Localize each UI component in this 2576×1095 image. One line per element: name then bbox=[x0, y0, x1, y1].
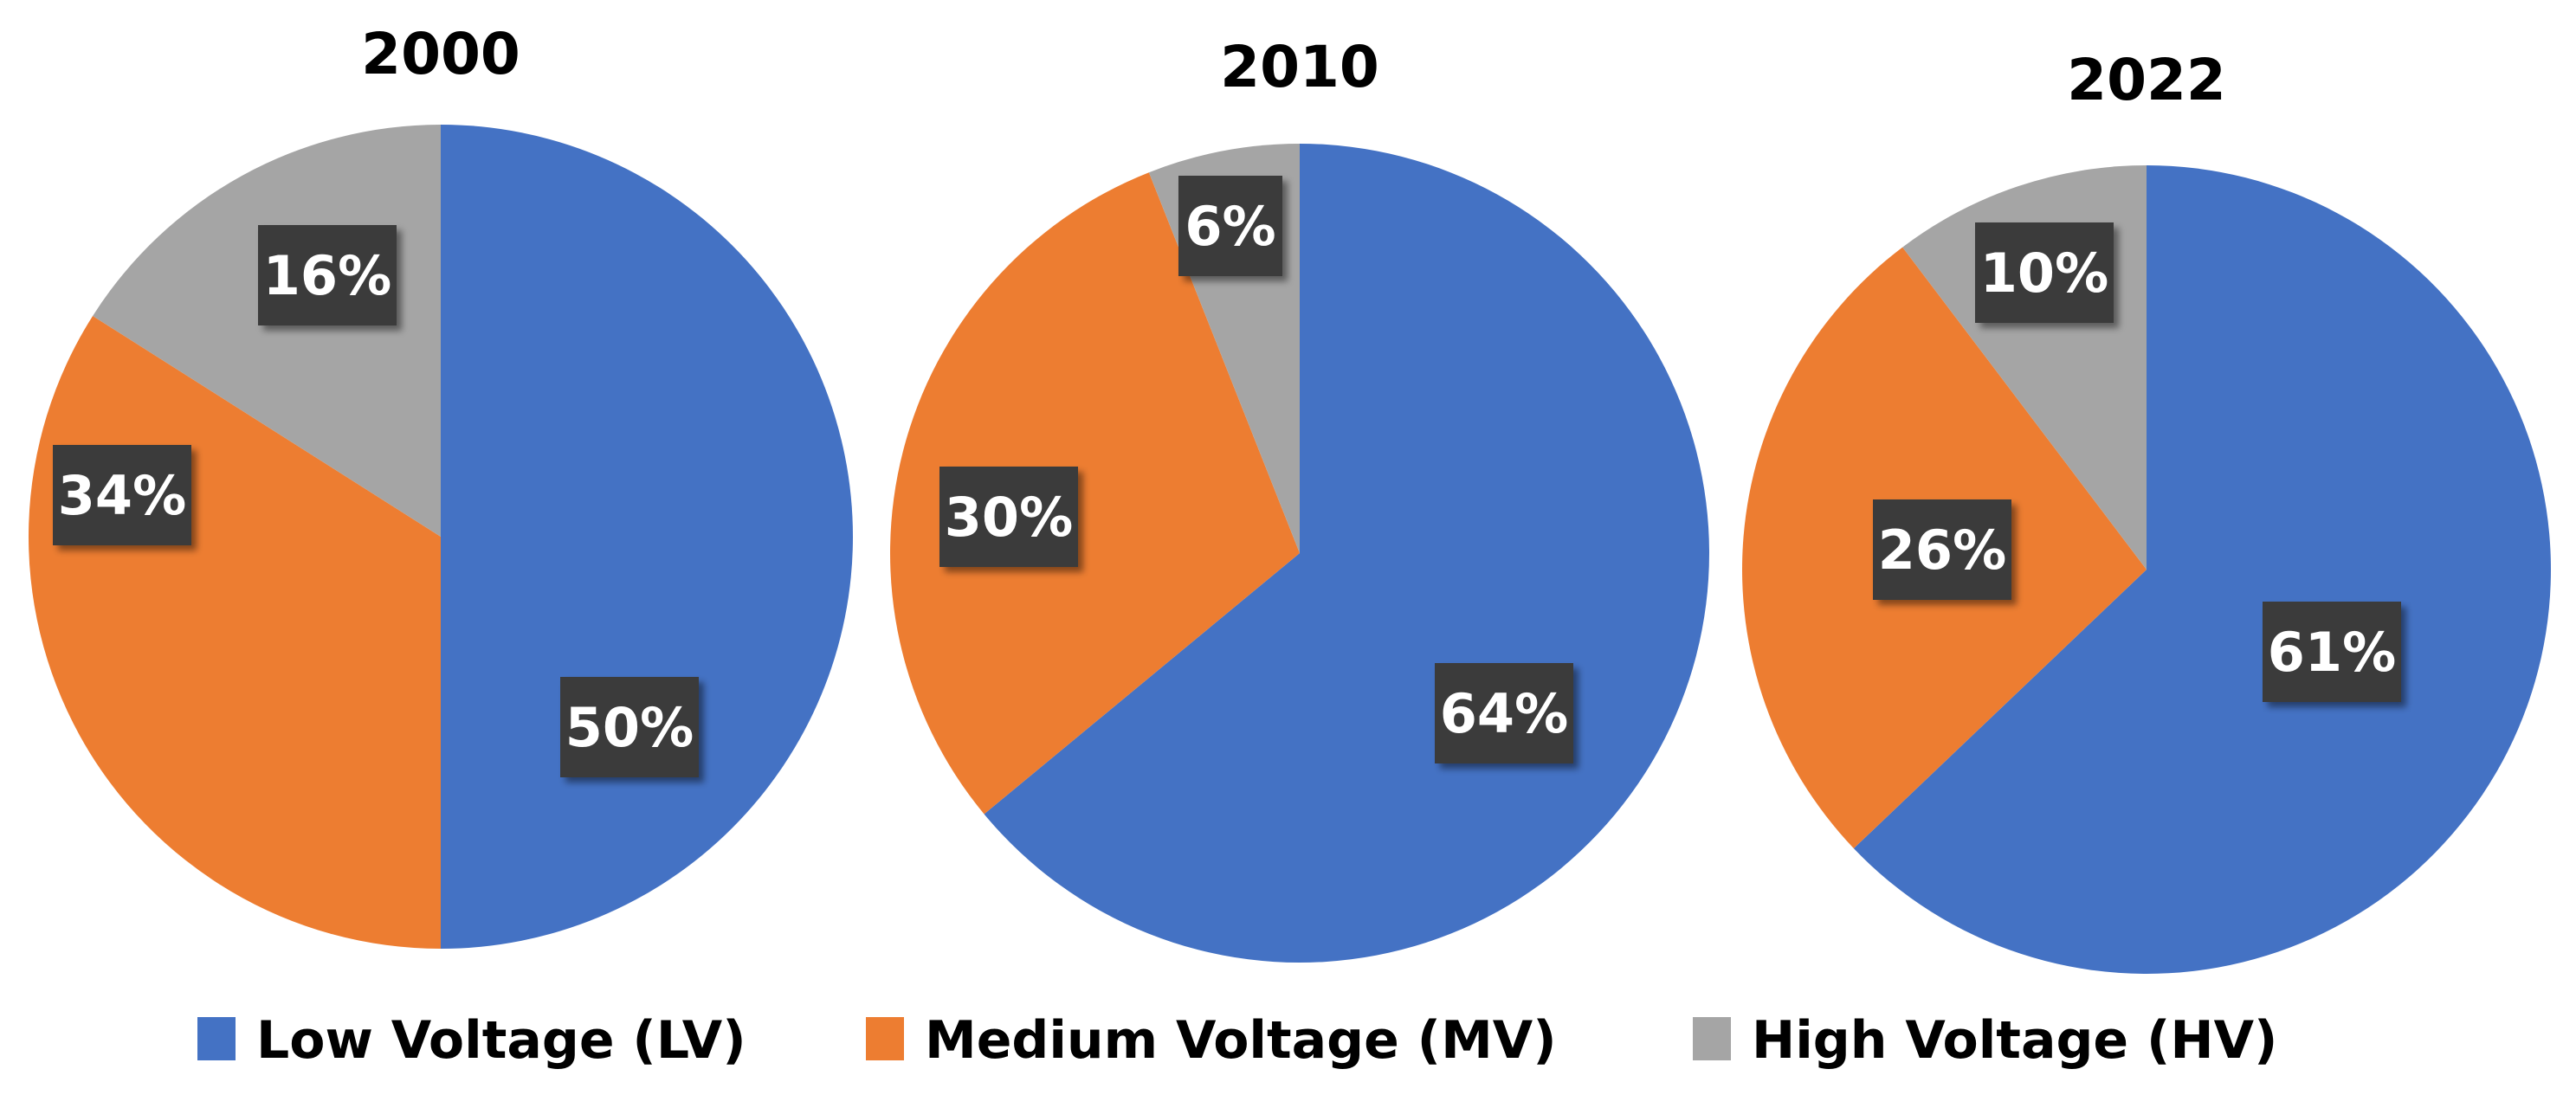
data-label: 10% bbox=[1980, 242, 2108, 305]
data-label-box bbox=[1178, 176, 1282, 276]
pie-chart-2022: 2022 61% 26% 10% bbox=[1742, 47, 2551, 974]
data-label: 50% bbox=[565, 696, 694, 759]
pie-chart-2000: 2000 50% 34% 16% bbox=[28, 21, 853, 950]
data-label-box bbox=[560, 677, 699, 777]
legend-item: Low Voltage (LV) bbox=[197, 1010, 746, 1071]
data-label: 61% bbox=[2268, 621, 2396, 684]
legend-label: Low Voltage (LV) bbox=[256, 1010, 746, 1071]
data-label-box bbox=[939, 467, 1078, 567]
data-label: 6% bbox=[1185, 195, 1275, 258]
legend-swatch bbox=[1693, 1017, 1731, 1060]
data-label-box bbox=[1435, 663, 1573, 763]
pie-title: 2010 bbox=[1220, 34, 1379, 100]
legend-item: Medium Voltage (MV) bbox=[866, 1010, 1557, 1071]
data-label-box bbox=[258, 225, 397, 325]
legend-item: High Voltage (HV) bbox=[1693, 1010, 2277, 1071]
data-label: 30% bbox=[945, 486, 1073, 549]
data-label: 34% bbox=[58, 464, 186, 527]
data-label-box bbox=[2263, 602, 2401, 702]
data-label: 64% bbox=[1440, 682, 1568, 745]
data-label-box bbox=[1873, 499, 2011, 600]
data-label-box bbox=[53, 445, 191, 545]
pie-title: 2022 bbox=[2067, 47, 2226, 113]
data-label: 16% bbox=[263, 244, 391, 307]
legend-swatch bbox=[197, 1017, 236, 1060]
legend: Low Voltage (LV) Medium Voltage (MV) High … bbox=[197, 1010, 2277, 1071]
data-label: 26% bbox=[1878, 519, 2006, 582]
pie-slice-mv bbox=[890, 172, 1300, 815]
pie-title: 2000 bbox=[361, 21, 520, 87]
pie-slice-lv bbox=[1853, 165, 2551, 974]
legend-label: High Voltage (HV) bbox=[1752, 1010, 2277, 1071]
legend-swatch bbox=[866, 1017, 904, 1060]
pie-slice-lv bbox=[441, 125, 853, 949]
legend-label: Medium Voltage (MV) bbox=[925, 1010, 1557, 1071]
pie-chart-2010: 2010 64% 30% 6% bbox=[890, 34, 1710, 963]
data-label-box bbox=[1975, 222, 2114, 323]
